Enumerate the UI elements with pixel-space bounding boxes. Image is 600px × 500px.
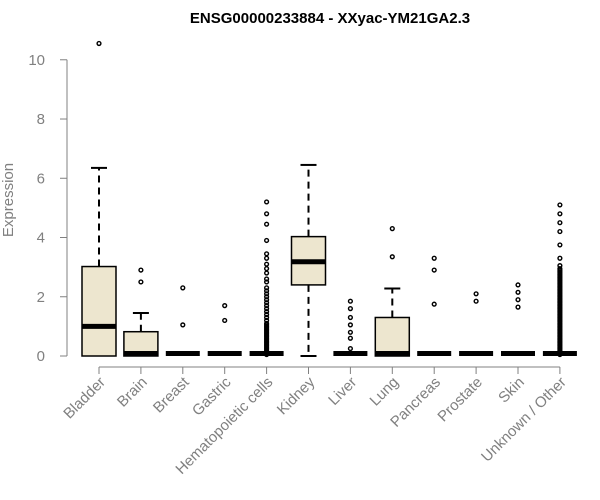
outlier-point	[264, 221, 270, 227]
outlier-point	[264, 317, 270, 324]
outlier-point	[96, 40, 102, 47]
x-tick-label: Prostate	[434, 374, 486, 426]
box	[374, 316, 411, 357]
box-group	[459, 291, 494, 356]
outlier-point	[264, 291, 270, 297]
outlier-point	[264, 308, 270, 315]
y-tick-label: 8	[37, 111, 45, 128]
outlier-point	[264, 311, 270, 318]
outlier-point	[431, 255, 437, 261]
outlier-point	[264, 266, 270, 272]
outlier-point	[264, 303, 270, 309]
outlier-point	[347, 322, 353, 328]
outlier-point	[347, 306, 353, 312]
box-group	[374, 226, 411, 357]
x-tick-label: Liver	[325, 374, 360, 409]
outlier-point	[264, 270, 270, 276]
outlier-point	[222, 317, 228, 324]
chart-title: ENSG00000233884 - XXyac-YM21GA2.3	[190, 10, 470, 27]
outlier-point	[515, 289, 521, 295]
x-tick-label: Brain	[114, 374, 151, 411]
outlier-point	[264, 279, 270, 285]
outlier-point	[515, 304, 521, 310]
outlier-point	[515, 297, 521, 303]
box-group	[81, 40, 117, 357]
outlier-point	[431, 301, 437, 307]
outlier-point	[347, 314, 353, 321]
x-tick-label: Breast	[150, 373, 193, 416]
outlier-point	[557, 228, 563, 235]
y-tick-label: 0	[37, 348, 45, 365]
y-tick-label: 4	[37, 230, 45, 247]
outlier-point	[431, 267, 437, 273]
outlier-point	[389, 254, 395, 260]
outlier-point	[557, 202, 563, 208]
box-group	[333, 298, 368, 356]
outlier-point	[389, 226, 395, 232]
outlier-point	[264, 294, 270, 300]
box	[81, 265, 117, 357]
outlier-point	[347, 329, 353, 335]
outlier-point	[264, 261, 270, 267]
outlier-point	[264, 251, 270, 257]
x-tick-label: Lung	[367, 374, 403, 410]
y-tick-label: 2	[37, 289, 45, 306]
box-group	[417, 255, 452, 356]
outlier-point	[473, 291, 479, 297]
outlier-point	[557, 266, 563, 272]
outlier-point	[180, 322, 186, 328]
y-tick-label: 10	[28, 52, 45, 69]
outlier-point	[347, 345, 353, 352]
outlier-point	[264, 285, 270, 291]
box-group	[290, 163, 327, 357]
outlier-point	[180, 285, 186, 291]
outlier-point	[264, 211, 270, 217]
outlier-point	[557, 255, 563, 261]
outlier-point	[264, 297, 270, 303]
outlier-point	[264, 237, 270, 244]
outlier-point	[557, 263, 563, 269]
outlier-point	[264, 314, 270, 321]
y-tick-label: 6	[37, 170, 45, 187]
outlier-point	[264, 306, 270, 312]
box-group	[501, 282, 535, 356]
outlier-point	[557, 211, 563, 217]
box-group	[123, 267, 159, 357]
outlier-point	[264, 320, 270, 327]
outlier-point	[515, 282, 521, 288]
outlier-point	[264, 276, 270, 282]
outlier-point	[264, 288, 270, 294]
outlier-point	[347, 298, 353, 304]
x-tick-label: Skin	[495, 374, 528, 407]
y-axis: 0 2 4 6 8 10	[28, 52, 68, 365]
outlier-point	[264, 199, 270, 205]
box-group	[207, 303, 242, 356]
outlier-point	[138, 267, 144, 273]
outlier-point	[222, 303, 228, 309]
box-group	[542, 202, 577, 358]
box-group	[165, 285, 200, 356]
outlier-point	[138, 279, 144, 285]
box-group	[249, 199, 284, 358]
x-tick-label: Kidney	[274, 373, 319, 418]
outlier-point	[264, 255, 270, 261]
outlier-point	[473, 298, 479, 304]
outlier-point	[347, 335, 353, 341]
x-tick-label: Bladder	[60, 374, 109, 423]
boxes	[81, 40, 577, 358]
outlier-point	[557, 242, 563, 248]
outlier-point	[264, 300, 270, 306]
y-axis-title: Expression	[0, 163, 17, 237]
outlier-point	[557, 220, 563, 226]
